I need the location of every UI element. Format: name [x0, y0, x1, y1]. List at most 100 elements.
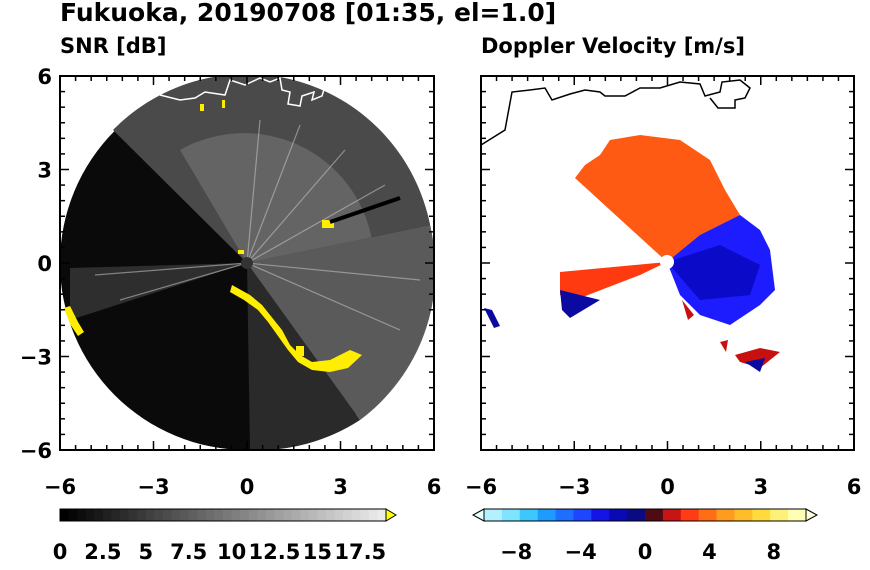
colorbar-tick-label: 10: [217, 540, 246, 564]
colorbar-segment: [510, 509, 521, 521]
x-tick-label: 0: [240, 475, 255, 499]
colorbar-segment: [223, 509, 233, 521]
colorbar-segment: [653, 509, 664, 521]
colorbar-segment: [582, 509, 592, 521]
colorbar-segment: [60, 509, 70, 521]
colorbar-segment: [120, 509, 130, 521]
colorbar-segment: [770, 509, 780, 521]
colorbar-segment: [788, 509, 798, 521]
colorbar-tick-label: 12.5: [249, 540, 301, 564]
colorbar-tick-label: −4: [564, 540, 596, 564]
y-tick-label: 6: [37, 65, 52, 89]
colorbar-tick-label: 15: [303, 540, 332, 564]
colorbar-segment: [325, 509, 336, 521]
colorbar-segment: [102, 509, 112, 521]
colorbar-segment: [162, 509, 173, 521]
colorbar-segment: [779, 509, 789, 521]
colorbar-segment: [171, 509, 181, 521]
y-tick-label: −6: [20, 439, 52, 463]
snr-lower-sector: [247, 263, 360, 450]
snr-panel: −6 −3 0 3 6 6 3 0 −3 −6: [20, 65, 442, 499]
colorbar-segment: [377, 509, 387, 521]
colorbar-segment: [300, 509, 310, 521]
snr-dark-streak: [329, 196, 401, 224]
colorbar-segment: [274, 509, 284, 521]
y-tick-label: −3: [20, 346, 52, 370]
snr-colorbar: 0 2.5 5 7.5 10 12.5 15 17.5: [53, 508, 397, 564]
x-tick-label: 6: [427, 475, 442, 499]
colorbar-segment: [85, 509, 95, 521]
x-tick-label: −3: [558, 475, 590, 499]
colorbar-segment: [680, 509, 691, 521]
radar-site: [660, 255, 674, 269]
colorbar-segment: [752, 509, 762, 521]
colorbar-segment: [265, 509, 275, 521]
colorbar-segment: [68, 509, 78, 521]
colorbar-segment: [573, 509, 583, 521]
colorbar-tick-label: 2.5: [84, 540, 121, 564]
colorbar-segment: [645, 509, 655, 521]
colorbar-tick-label: 17.5: [334, 540, 386, 564]
colorbar-over-arrow: [385, 508, 397, 522]
velocity-panel: −6 −3 0 3 6: [465, 75, 862, 499]
x-tick-label: 6: [847, 475, 862, 499]
snr-left-wedge: [70, 263, 247, 320]
colorbar-segment: [725, 509, 735, 521]
colorbar-segment: [591, 509, 601, 521]
velocity-ticks: −6 −3 0 3 6: [465, 75, 862, 499]
colorbar-tick-label: 7.5: [170, 540, 207, 564]
colorbar-tick-label: 5: [138, 540, 153, 564]
x-tick-label: −6: [44, 475, 76, 499]
colorbar-segment: [291, 509, 301, 521]
x-tick-label: −3: [137, 475, 169, 499]
colorbar-segment: [671, 509, 682, 521]
radar-site: [241, 257, 253, 269]
velocity-echoes: [484, 300, 780, 372]
colorbar-segment: [618, 509, 628, 521]
colorbar-tick-label: −8: [500, 540, 532, 564]
x-tick-label: −6: [465, 475, 497, 499]
snr-right-sector: [247, 225, 434, 420]
colorbar-segment: [360, 509, 370, 521]
colorbar-segment: [343, 509, 353, 521]
colorbar-over-arrow: [805, 508, 819, 522]
colorbar-segment: [609, 509, 619, 521]
colorbar-segment: [334, 509, 344, 521]
colorbar-segment: [145, 509, 155, 521]
colorbar-segment: [546, 509, 557, 521]
colorbar-segment: [214, 509, 224, 521]
colorbar-segment: [137, 509, 147, 521]
colorbar-segment: [689, 509, 700, 521]
coastline: [481, 79, 751, 146]
x-tick-label: 0: [660, 475, 675, 499]
colorbar-segment: [111, 509, 121, 521]
colorbar-segment: [197, 509, 207, 521]
snr-ticks: −6 −3 0 3 6 6 3 0 −3 −6: [20, 65, 442, 499]
colorbar-segment: [257, 509, 267, 521]
snr-beams: [94, 119, 421, 331]
colorbar-under-arrow: [471, 508, 485, 522]
snr-clutter: [64, 100, 362, 372]
colorbar-segment: [231, 509, 241, 521]
panel-title-snr: SNR [dB]: [60, 34, 167, 58]
colorbar-frame: [59, 508, 387, 522]
colorbar-segment: [94, 509, 104, 521]
colorbar-segment: [537, 509, 548, 521]
colorbar-segment: [707, 509, 718, 521]
colorbar-segment: [180, 509, 190, 521]
colorbar-segment: [484, 509, 494, 521]
y-tick-label: 0: [37, 252, 52, 276]
colorbar-segment: [77, 509, 87, 521]
velocity-negative-core: [667, 245, 760, 300]
colorbar-segment: [761, 509, 771, 521]
colorbar-segment: [636, 509, 646, 521]
velocity-left-wedge: [560, 262, 667, 300]
colorbar-segment: [743, 509, 753, 521]
colorbar-tick-label: 8: [766, 540, 781, 564]
colorbar-segment: [351, 509, 361, 521]
colorbar-segment: [128, 509, 138, 521]
x-tick-label: 3: [753, 475, 768, 499]
colorbar-segment: [555, 509, 565, 521]
colorbar-segment: [662, 509, 673, 521]
